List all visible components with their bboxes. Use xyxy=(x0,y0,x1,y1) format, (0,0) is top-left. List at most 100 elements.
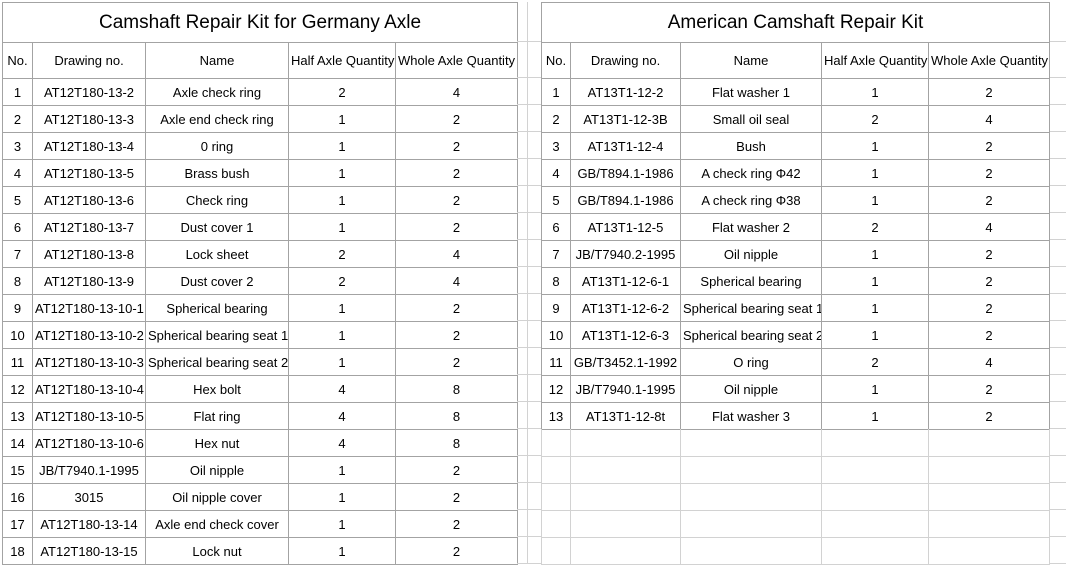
table-cell: 2 xyxy=(928,375,1050,403)
table-cell: 6 xyxy=(2,213,33,241)
table-row: 10 AT12T180-13-10-2 Spherical bearing seat… xyxy=(2,321,519,349)
table-row: 1 AT12T180-13-2 Axle check ring 2 4 xyxy=(2,78,519,106)
empty-cell xyxy=(928,482,1050,511)
empty-cell xyxy=(541,429,571,457)
table-cell: Flat washer 3 xyxy=(680,402,822,430)
table-cell: 10 xyxy=(541,321,571,349)
table-cell: AT13T1-12-4 xyxy=(570,132,681,160)
table-cell: 2 xyxy=(928,240,1050,268)
table-row: 7 JB/T7940.2-1995 Oil nipple 1 2 xyxy=(541,240,1050,268)
table-cell: 3 xyxy=(2,132,33,160)
gridline-row xyxy=(517,510,541,537)
table-cell: 2 xyxy=(928,159,1050,187)
table-title-row: American Camshaft Repair Kit xyxy=(541,2,1050,43)
table-cell: AT13T1-12-2 xyxy=(570,78,681,106)
table-cell: 3015 xyxy=(32,483,146,511)
table-cell: 13 xyxy=(2,402,33,430)
table-cell: Brass bush xyxy=(145,159,289,187)
table-cell: 4 xyxy=(928,213,1050,241)
gridline-row xyxy=(1050,402,1066,429)
empty-cell xyxy=(541,509,571,538)
table-cell: GB/T894.1-1986 xyxy=(570,186,681,214)
col-header-name: Name xyxy=(680,42,822,79)
table-cell: 13 xyxy=(541,402,571,430)
col-header-no: No. xyxy=(541,42,571,79)
gridline-row xyxy=(1050,132,1066,159)
table-row: 15 JB/T7940.1-1995 Oil nipple 1 2 xyxy=(2,456,519,484)
empty-row xyxy=(541,536,1050,565)
gridline-row xyxy=(517,402,541,429)
table-cell: JB/T7940.2-1995 xyxy=(570,240,681,268)
empty-row xyxy=(541,455,1050,484)
table-header-row: No. Drawing no. Name Half Axle Quantity … xyxy=(541,42,1050,79)
american-tbody: 1 AT13T1-12-2 Flat washer 1 1 2 2 AT13T1-12-3B… xyxy=(541,78,1050,430)
empty-cell xyxy=(821,429,929,457)
table-cell: 2 xyxy=(394,348,519,376)
table-cell: 2 xyxy=(288,267,396,295)
table-cell: 2 xyxy=(394,213,519,241)
table-cell: 2 xyxy=(928,321,1050,349)
table-cell: 1 xyxy=(288,213,396,241)
table-row: 4 GB/T894.1-1986 A check ring Φ42 1 2 xyxy=(541,159,1050,187)
table-cell: 2 xyxy=(928,294,1050,322)
germany-table-title: Camshaft Repair Kit for Germany Axle xyxy=(1,2,519,43)
table-cell: O ring xyxy=(680,348,822,376)
table-cell: 1 xyxy=(821,78,929,106)
gridline-row xyxy=(1050,456,1066,483)
empty-row xyxy=(541,482,1050,511)
empty-cell xyxy=(570,429,681,457)
table-cell: 18 xyxy=(2,537,33,565)
table-cell: 2 xyxy=(928,186,1050,214)
table-cell: A check ring Φ38 xyxy=(680,186,822,214)
gridline-row xyxy=(1050,267,1066,294)
table-row: 13 AT12T180-13-10-5 Flat ring 4 8 xyxy=(2,402,519,430)
empty-row xyxy=(541,429,1050,457)
table-cell: 1 xyxy=(821,186,929,214)
table-row: 9 AT12T180-13-10-1 Spherical bearing 1 2 xyxy=(2,294,519,322)
col-header-drawing-no: Drawing no. xyxy=(32,42,146,79)
table-cell: 16 xyxy=(2,483,33,511)
table-cell: AT12T180-13-5 xyxy=(32,159,146,187)
gridline-row xyxy=(517,429,541,456)
table-cell: Oil nipple cover xyxy=(145,483,289,511)
gridline-row xyxy=(517,348,541,375)
table-cell: 4 xyxy=(288,402,396,430)
gridline-row xyxy=(1050,321,1066,348)
gridline-row xyxy=(1050,186,1066,213)
table-cell: 2 xyxy=(288,240,396,268)
table-title-row: Camshaft Repair Kit for Germany Axle xyxy=(1,2,519,43)
table-cell: 1 xyxy=(821,402,929,430)
table-cell: 2 xyxy=(821,348,929,376)
gridline-row xyxy=(517,42,541,78)
table-cell: 4 xyxy=(394,78,519,106)
table-cell: Hex nut xyxy=(145,429,289,457)
gridline-row xyxy=(1050,2,1066,42)
table-cell: 8 xyxy=(394,402,519,430)
empty-cell xyxy=(680,509,822,538)
empty-cell xyxy=(541,536,571,565)
table-cell: 1 xyxy=(821,132,929,160)
table-cell: 2 xyxy=(394,159,519,187)
table-cell: 2 xyxy=(821,105,929,133)
gridline-row xyxy=(1050,42,1066,78)
table-cell: AT12T180-13-9 xyxy=(32,267,146,295)
col-header-half-axle-quantity: Half Axle Quantity xyxy=(288,42,396,79)
table-cell: Flat ring xyxy=(145,402,289,430)
gridline-row xyxy=(1050,78,1066,105)
table-cell: 5 xyxy=(541,186,571,214)
col-header-name: Name xyxy=(145,42,289,79)
table-cell: 2 xyxy=(928,78,1050,106)
table-cell: Oil nipple xyxy=(680,375,822,403)
gridline-row xyxy=(517,186,541,213)
table-cell: 1 xyxy=(821,375,929,403)
table-cell: Check ring xyxy=(145,186,289,214)
table-cell: 11 xyxy=(2,348,33,376)
table-cell: AT12T180-13-10-2 xyxy=(32,321,146,349)
table-cell: 2 xyxy=(394,321,519,349)
table-cell: AT12T180-13-14 xyxy=(32,510,146,538)
table-row: 3 AT12T180-13-4 0 ring 1 2 xyxy=(2,132,519,160)
